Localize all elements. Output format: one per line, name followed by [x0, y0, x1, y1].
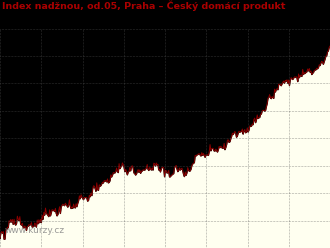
- Text: www.kurzy.cz: www.kurzy.cz: [5, 226, 65, 235]
- Text: Index nadžnou, od.05, Praha – Český domácí produkt: Index nadžnou, od.05, Praha – Český domá…: [2, 1, 285, 11]
